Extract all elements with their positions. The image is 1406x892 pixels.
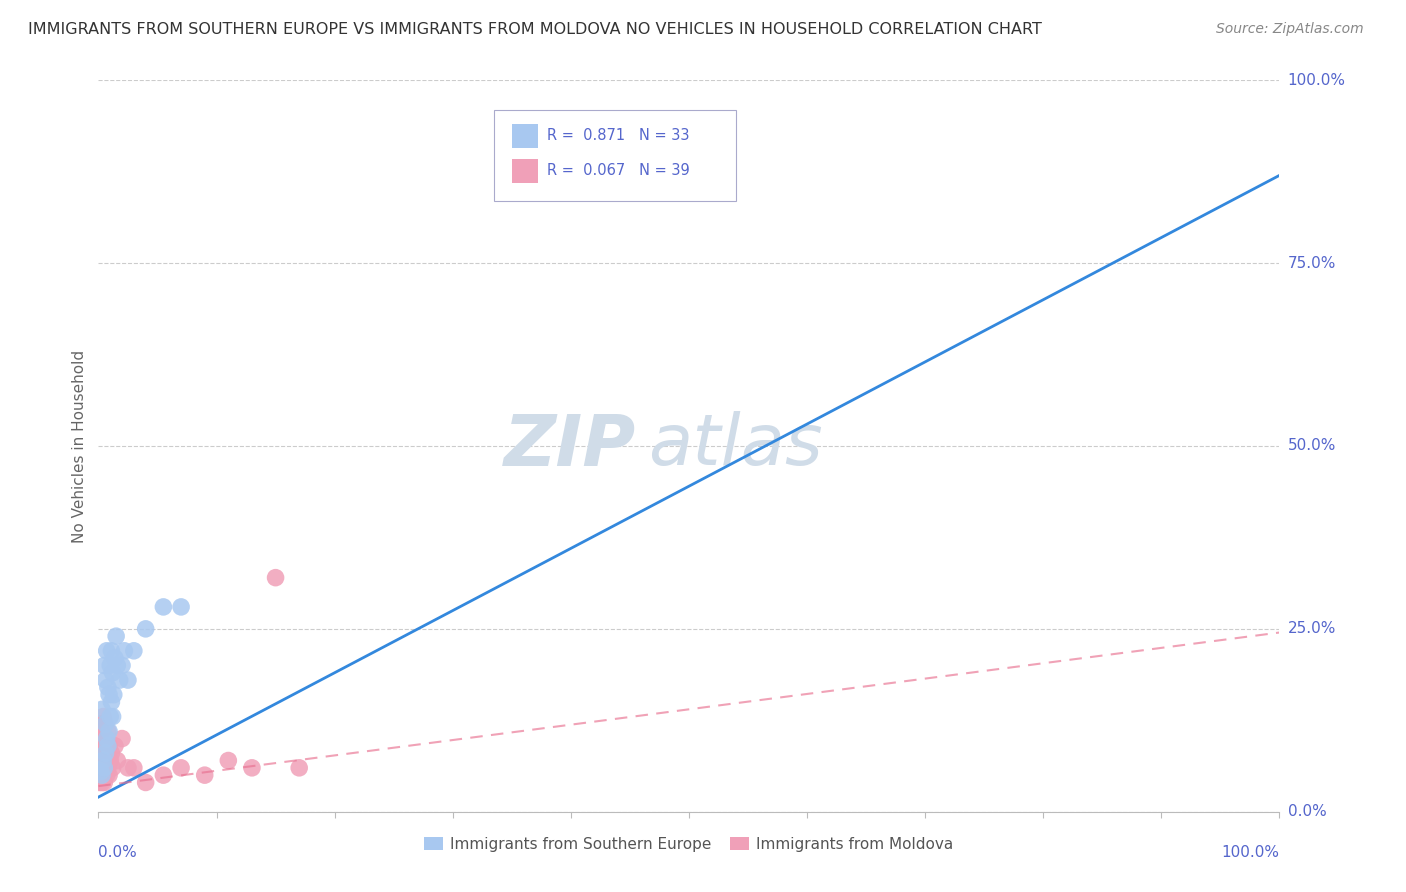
- Point: [170, 599, 193, 614]
- Point: [94, 731, 117, 746]
- FancyBboxPatch shape: [512, 124, 537, 148]
- Point: [103, 688, 125, 702]
- Point: [101, 709, 124, 723]
- Point: [100, 644, 122, 658]
- Point: [105, 658, 128, 673]
- Point: [122, 644, 145, 658]
- Point: [101, 665, 124, 680]
- Text: 0.0%: 0.0%: [98, 845, 138, 860]
- Point: [104, 739, 127, 753]
- Point: [122, 761, 145, 775]
- Point: [90, 768, 112, 782]
- Point: [91, 702, 114, 716]
- Point: [89, 754, 111, 768]
- Text: 50.0%: 50.0%: [1288, 439, 1336, 453]
- Point: [89, 775, 111, 789]
- Point: [91, 768, 114, 782]
- Point: [111, 731, 134, 746]
- Point: [93, 761, 115, 775]
- Point: [91, 739, 114, 753]
- Text: Source: ZipAtlas.com: Source: ZipAtlas.com: [1216, 22, 1364, 37]
- Point: [96, 731, 118, 746]
- Point: [170, 761, 193, 775]
- Point: [194, 768, 217, 782]
- Point: [98, 658, 121, 673]
- Point: [89, 731, 111, 746]
- Text: 25.0%: 25.0%: [1288, 622, 1336, 636]
- FancyBboxPatch shape: [494, 110, 737, 201]
- Point: [152, 768, 174, 782]
- Point: [111, 658, 134, 673]
- Legend: Immigrants from Southern Europe, Immigrants from Moldova: Immigrants from Southern Europe, Immigra…: [425, 837, 953, 852]
- Point: [90, 717, 112, 731]
- Point: [105, 629, 128, 643]
- Point: [98, 688, 121, 702]
- Point: [91, 754, 114, 768]
- Point: [104, 651, 127, 665]
- Point: [96, 768, 118, 782]
- Point: [108, 673, 131, 687]
- Text: IMMIGRANTS FROM SOUTHERN EUROPE VS IMMIGRANTS FROM MOLDOVA NO VEHICLES IN HOUSEH: IMMIGRANTS FROM SOUTHERN EUROPE VS IMMIG…: [28, 22, 1042, 37]
- Point: [100, 746, 122, 760]
- Point: [93, 658, 115, 673]
- Point: [97, 681, 120, 695]
- Point: [152, 599, 174, 614]
- Point: [91, 768, 114, 782]
- Point: [93, 775, 115, 789]
- Text: 100.0%: 100.0%: [1288, 73, 1346, 87]
- Point: [96, 644, 118, 658]
- Point: [91, 775, 114, 789]
- Point: [94, 746, 117, 760]
- Text: 0.0%: 0.0%: [1288, 805, 1326, 819]
- Point: [96, 739, 118, 753]
- Point: [135, 775, 157, 789]
- Point: [98, 739, 121, 753]
- Point: [91, 709, 114, 723]
- Point: [264, 571, 287, 585]
- Text: 100.0%: 100.0%: [1222, 845, 1279, 860]
- Point: [100, 695, 122, 709]
- Point: [101, 761, 124, 775]
- Point: [98, 724, 121, 739]
- Point: [217, 754, 239, 768]
- Text: atlas: atlas: [648, 411, 823, 481]
- Point: [288, 761, 311, 775]
- FancyBboxPatch shape: [512, 159, 537, 183]
- Point: [90, 746, 112, 760]
- Point: [105, 754, 128, 768]
- Point: [93, 717, 115, 731]
- Point: [90, 764, 112, 779]
- Point: [117, 761, 139, 775]
- Text: R =  0.067   N = 39: R = 0.067 N = 39: [547, 162, 690, 178]
- Point: [117, 673, 139, 687]
- Point: [94, 761, 117, 775]
- Point: [97, 739, 120, 753]
- Point: [94, 717, 117, 731]
- Text: R =  0.871   N = 33: R = 0.871 N = 33: [547, 128, 690, 143]
- Point: [97, 761, 120, 775]
- Point: [112, 644, 135, 658]
- Point: [91, 754, 114, 768]
- Text: ZIP: ZIP: [503, 411, 636, 481]
- Point: [240, 761, 263, 775]
- Point: [98, 768, 121, 782]
- Point: [98, 754, 121, 768]
- Point: [93, 746, 115, 760]
- Point: [98, 709, 121, 723]
- Point: [91, 724, 114, 739]
- Y-axis label: No Vehicles in Household: No Vehicles in Household: [72, 350, 87, 542]
- Point: [94, 673, 117, 687]
- Text: 75.0%: 75.0%: [1288, 256, 1336, 270]
- Point: [97, 724, 120, 739]
- Point: [135, 622, 157, 636]
